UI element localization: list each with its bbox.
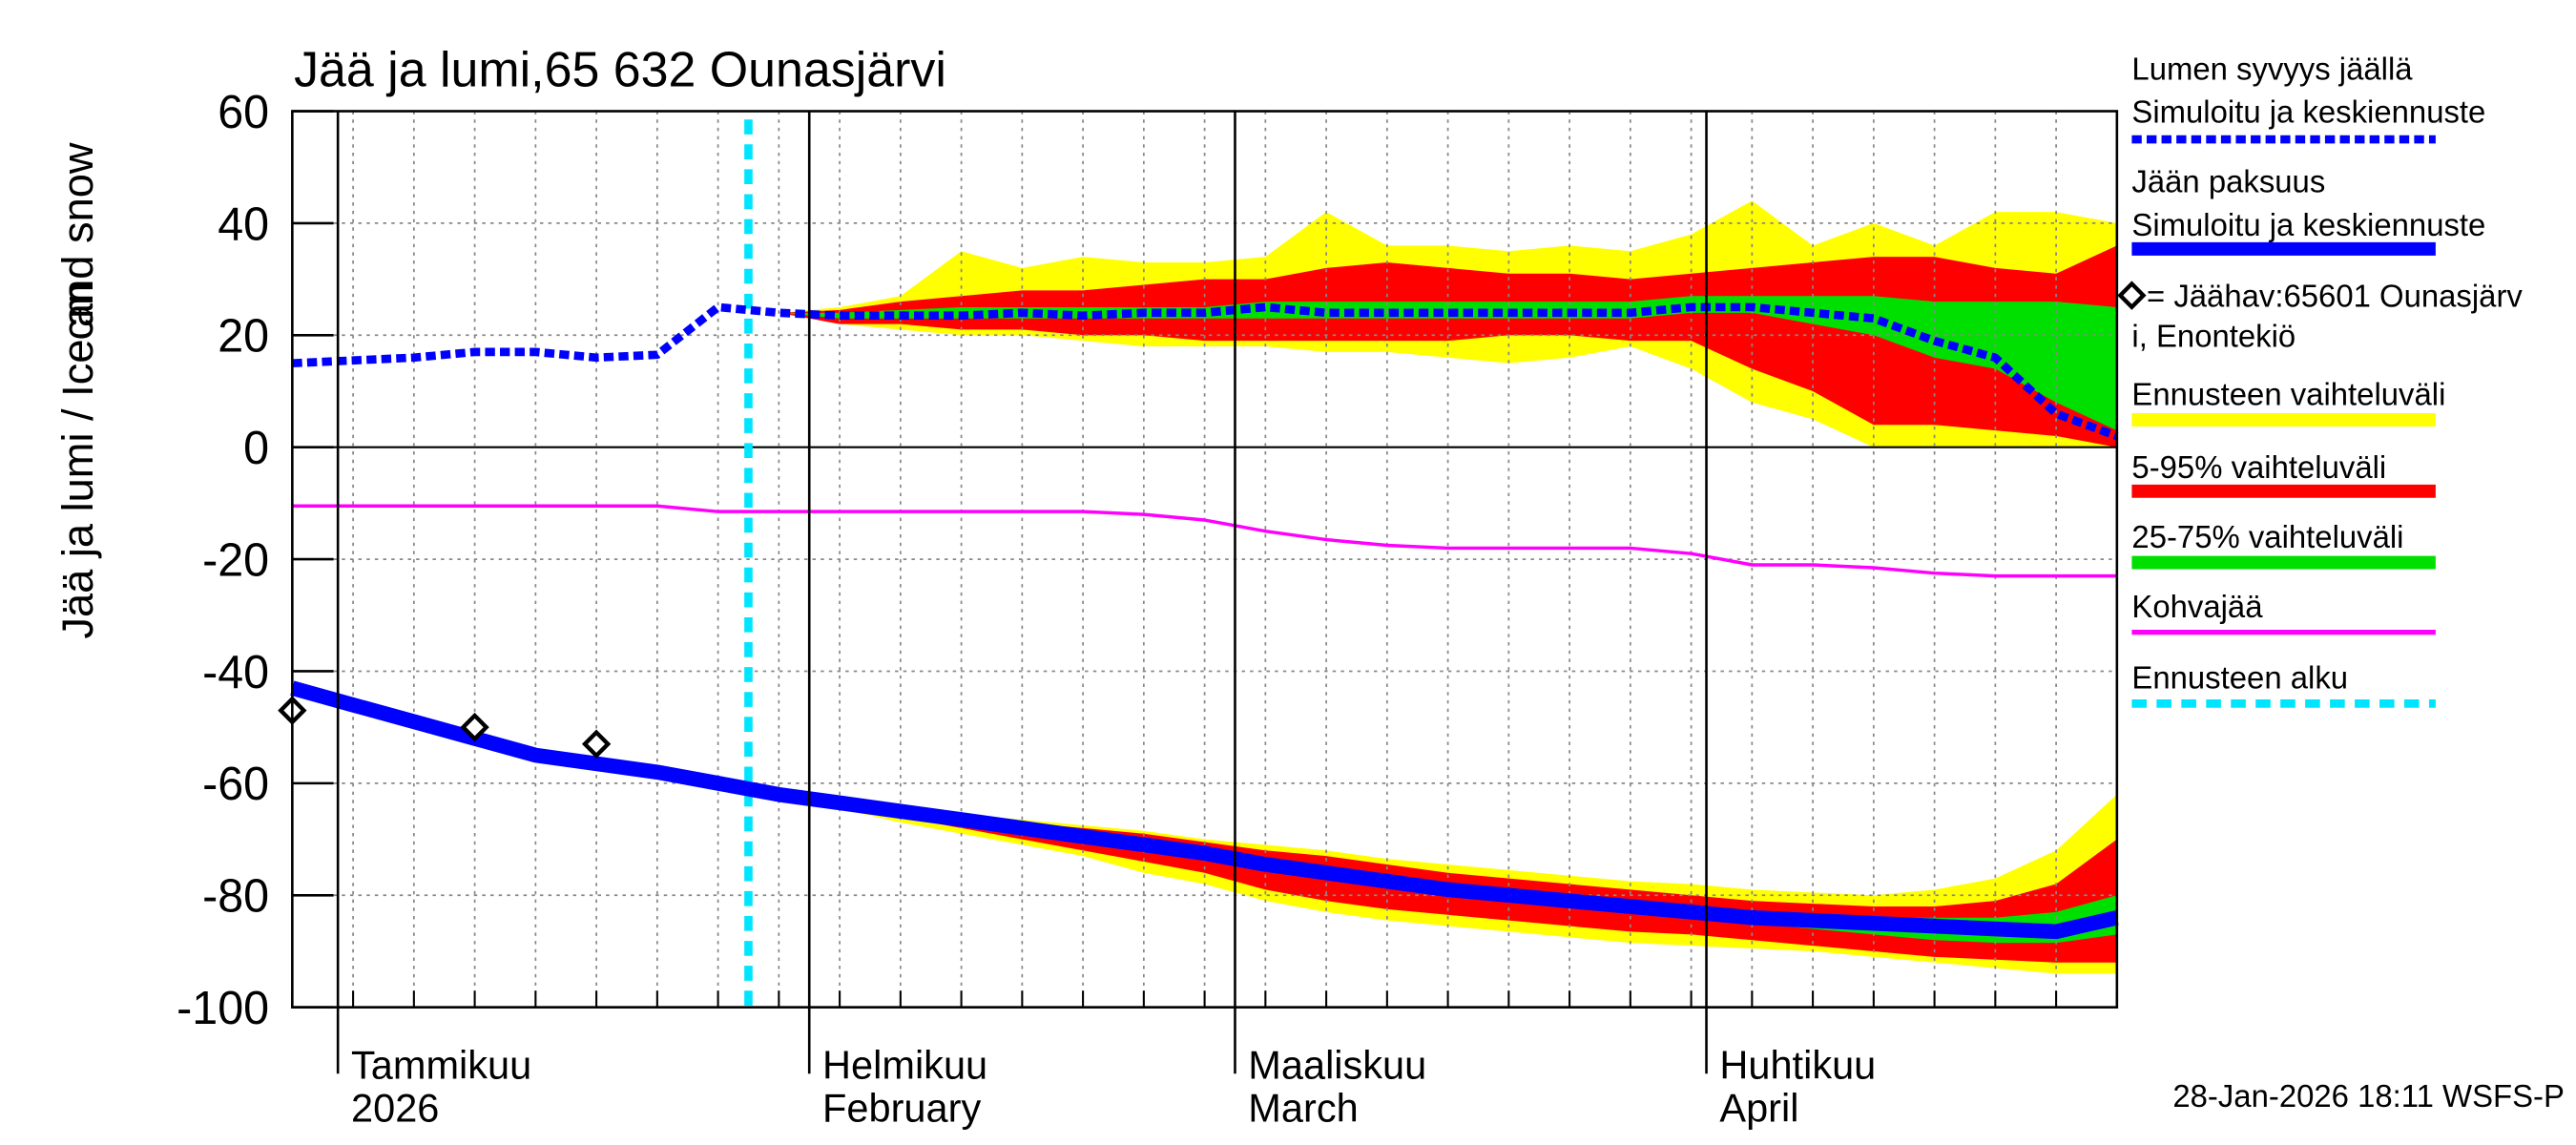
range-band [779, 296, 2117, 431]
legend-label: Jään paksuus [2131, 164, 2325, 199]
series-line [290, 680, 2119, 940]
observation-point [460, 712, 489, 742]
legend-label: 25-75% vaihteluväli [2131, 519, 2403, 554]
x-tick-label: Maaliskuu [1248, 1042, 1426, 1087]
y-tick-label: -100 [177, 983, 269, 1034]
x-tick-label: Huhtikuu [1719, 1042, 1876, 1087]
legend-swatch [2117, 281, 2147, 310]
legend-label: Simuloitu ja keskiennuste [2131, 207, 2485, 242]
y-axis-unit: cm [53, 282, 102, 340]
footer: 28-Jan-2026 18:11 WSFS-P [2172, 1078, 2565, 1114]
legend-label: Ennusteen alku [2131, 660, 2348, 696]
x-tick-sublabel: March [1248, 1086, 1358, 1131]
x-tick-sublabel: April [1719, 1086, 1798, 1131]
x-tick-label: Tammikuu [351, 1042, 531, 1087]
y-tick-label: 60 [218, 87, 269, 138]
y-tick-label: 20 [218, 311, 269, 363]
legend-label: Lumen syvyys jäällä [2131, 51, 2413, 86]
y-tick-label: -20 [202, 534, 269, 586]
x-tick-label: Helmikuu [822, 1042, 987, 1087]
y-tick-label: -80 [202, 871, 269, 923]
legend-label: 5-95% vaihteluväli [2131, 449, 2386, 485]
legend-label: i, Enontekiö [2131, 318, 2296, 353]
chart-title: Jää ja lumi,65 632 Ounasjärvi [294, 42, 946, 97]
legend-label: = Jäähav:65601 Ounasjärv [2147, 279, 2523, 314]
y-tick-label: -40 [202, 647, 269, 698]
legend-label: Kohvajää [2131, 589, 2263, 624]
plot-frame [291, 110, 2119, 1009]
marks [278, 119, 2119, 1008]
legend: Lumen syvyys jäällä Simuloitu ja keskienn… [2117, 51, 2523, 708]
y-tick-label: -60 [202, 759, 269, 810]
y-axis-label: Jää ja lumi / Ice and snow [53, 142, 102, 639]
legend-label: Ennusteen vaihteluväli [2131, 376, 2445, 411]
x-tick-sublabel: 2026 [351, 1086, 439, 1131]
y-tick-label: 40 [218, 198, 269, 250]
series-line [292, 504, 2117, 578]
y-tick-label: 0 [243, 423, 269, 474]
x-tick-sublabel: February [822, 1086, 981, 1131]
series-line [292, 302, 2119, 441]
observation-point [581, 729, 612, 760]
legend-label: Simuloitu ja keskiennuste [2131, 94, 2485, 130]
range-band [779, 245, 2117, 448]
